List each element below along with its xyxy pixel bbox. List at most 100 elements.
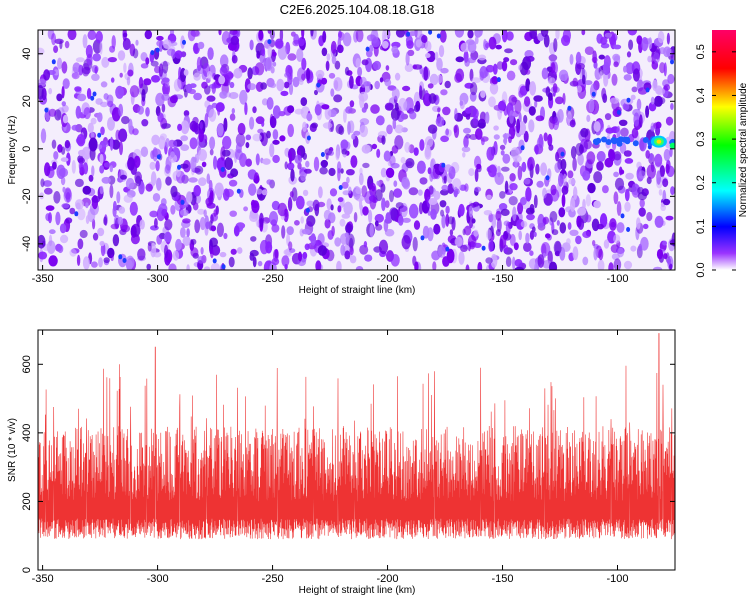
snr-y-label: SNR (10 * v/v) (7, 418, 18, 482)
spectrogram-cell (639, 198, 645, 208)
spectrogram-cell (389, 155, 396, 166)
spectrogram-cell (103, 216, 108, 226)
spectrogram-cell (228, 179, 238, 187)
spectrogram-cell (272, 105, 281, 119)
spectrogram-cell (365, 46, 370, 52)
spectrogram-cell (117, 50, 126, 61)
spectrogram-cell (216, 222, 224, 237)
spectrogram-cell (145, 183, 153, 192)
spectrogram-cell (343, 201, 353, 215)
spectrogram-cell (670, 103, 674, 110)
spectrogram-cell (437, 245, 446, 258)
spectrogram-cell (330, 204, 334, 211)
spectrogram-cell (62, 186, 66, 193)
spectrogram-cell (266, 130, 271, 139)
spectrogram-cell (525, 232, 530, 244)
spectrogram-cell (632, 140, 639, 147)
spectrogram-cell (642, 137, 649, 143)
spectrogram-cell (103, 257, 110, 264)
spectrogram-cell (170, 205, 176, 215)
spectrogram-cell (562, 92, 566, 105)
spectrogram-cell (533, 194, 538, 209)
spectrogram-cell (201, 161, 207, 168)
spectrogram-cell (656, 139, 662, 144)
snr-series (38, 333, 675, 540)
spectrogram-cell (465, 264, 470, 270)
spectrogram-cell (118, 128, 128, 142)
spectrogram-cell (43, 180, 52, 187)
spectrogram-cell (670, 186, 675, 196)
spectrogram-cell (394, 135, 404, 150)
spectrogram-cell (481, 245, 486, 251)
spectrogram-cell (473, 229, 479, 237)
spectrogram-cell (633, 112, 640, 127)
spectrogram-cell (454, 188, 460, 195)
spectrogram-cell (57, 244, 64, 254)
spectrogram-cell (600, 36, 608, 45)
spectrogram-cell (277, 45, 288, 60)
spectrogram-cell (257, 128, 264, 134)
spectrogram-cell (206, 173, 211, 184)
spectrogram-cell (314, 104, 322, 116)
spectrogram-cell (306, 113, 313, 122)
spectrogram-cell (192, 202, 199, 211)
spectrogram-cell (55, 211, 61, 226)
spectrogram-cell (440, 89, 448, 96)
spectrogram-cell (568, 178, 576, 185)
spectrogram-cell (175, 238, 182, 251)
spectrogram-cell (612, 33, 618, 42)
spectrogram-cell (300, 171, 306, 182)
spectrogram-cell (663, 253, 668, 260)
spectrogram-cell (353, 130, 361, 136)
spectrogram-cell (344, 223, 353, 234)
spectrogram-cell (271, 51, 277, 57)
snr-x-ticks: -350 -300 -250 -200 -150 -100 (32, 330, 629, 585)
x-tick-label: -200 (377, 573, 399, 585)
snr-background (38, 330, 675, 570)
spectrogram-cell (566, 238, 571, 246)
spectrogram-cell (204, 266, 210, 270)
spectrogram-cell (182, 39, 186, 45)
spectrogram-cell (359, 125, 368, 138)
spectrogram-cell (137, 105, 144, 115)
spectrogram-cell (286, 226, 294, 236)
spectrogram-cell (420, 235, 425, 241)
spectrogram-cell (97, 112, 103, 123)
spectrogram-cell (436, 74, 443, 84)
spectrogram-cell (518, 90, 524, 98)
spectrogram-cell (529, 81, 537, 96)
spectrogram-cell (540, 242, 551, 257)
spectrogram-cell (622, 103, 630, 111)
spectrogram-cell (100, 126, 105, 136)
spectrogram-cell (614, 177, 625, 191)
spectrogram-cell (662, 240, 668, 246)
spectrogram-cell (485, 64, 495, 73)
spectrogram-cell (99, 165, 105, 174)
spectrogram-cell (48, 108, 57, 117)
spectrogram-cell (219, 91, 228, 99)
spectrogram-cell (81, 62, 90, 77)
spectrogram-cell (501, 166, 510, 172)
spectrogram-cell (122, 37, 131, 51)
spectrogram-cell (87, 122, 94, 134)
spectrogram-cell (366, 34, 377, 42)
spectrogram-cell (616, 201, 622, 216)
spectrogram-cell (393, 180, 398, 187)
spectrogram-cell (408, 187, 419, 196)
spectrogram-cell (158, 63, 164, 77)
spectrogram-cell (338, 185, 343, 190)
spectrogram-cell (503, 138, 508, 144)
spectrogram-cell (90, 132, 95, 138)
spectrogram-cell (81, 197, 91, 207)
spectrogram-cell (125, 177, 135, 190)
spectrogram-cell (620, 213, 625, 219)
spectrogram-cell (261, 98, 269, 106)
spectrogram-cell (631, 86, 638, 93)
spectrogram-cell (233, 68, 243, 79)
spectrogram-x-label: Height of straight line (km) (299, 285, 416, 296)
spectrogram-cell (294, 108, 304, 115)
spectrogram-cell (337, 205, 342, 213)
spectrogram-cell (315, 69, 325, 79)
spectrogram-cell (616, 222, 625, 233)
spectrogram-cell (210, 262, 220, 270)
